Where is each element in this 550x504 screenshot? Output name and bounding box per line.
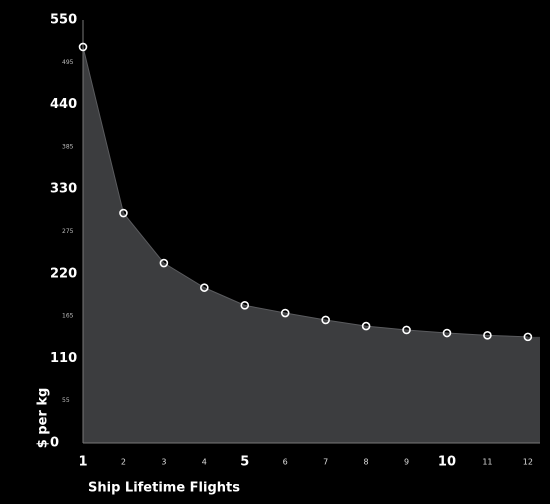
marker <box>361 321 371 331</box>
y-tick-label: 110 <box>50 351 77 366</box>
marker <box>200 283 209 292</box>
x-tick-label: 10 <box>438 455 456 470</box>
marker <box>280 308 290 318</box>
y-tick-label: 495 <box>62 59 74 66</box>
marker <box>483 331 492 340</box>
x-tick-label: 5 <box>240 455 249 470</box>
x-tick-label: 2 <box>121 458 126 467</box>
marker <box>159 258 169 268</box>
y-tick-label: 55 <box>62 397 70 404</box>
x-tick-label: 11 <box>482 458 492 467</box>
x-tick-label: 4 <box>202 458 207 467</box>
x-tick-label: 6 <box>283 458 288 467</box>
marker <box>321 315 330 325</box>
x-tick-label: 12 <box>523 458 533 467</box>
y-tick-label: 385 <box>62 143 74 150</box>
y-tick-label: 440 <box>50 97 77 112</box>
marker <box>78 42 88 52</box>
y-tick-label: 220 <box>50 266 77 281</box>
marker <box>523 332 533 342</box>
x-tick-label: 1 <box>78 455 87 470</box>
area <box>83 46 540 443</box>
line <box>82 46 528 338</box>
marker <box>442 328 452 338</box>
marker <box>402 325 411 335</box>
x-tick-label: 7 <box>323 458 328 467</box>
y-tick-label: 0 <box>50 436 59 451</box>
y-axis-title: $ per kg <box>36 388 51 449</box>
y-tick-label: 165 <box>62 313 74 320</box>
y-tick-label: 330 <box>50 182 77 197</box>
x-axis-title: Ship Lifetime Flights <box>88 481 240 496</box>
marker <box>119 208 128 218</box>
marker <box>240 301 250 310</box>
x-tick-label: 8 <box>364 458 369 467</box>
y-tick-label: 550 <box>50 13 77 28</box>
x-tick-label: 3 <box>161 458 166 467</box>
y-tick-label: 275 <box>62 228 74 235</box>
x-tick-label: 9 <box>404 458 409 467</box>
